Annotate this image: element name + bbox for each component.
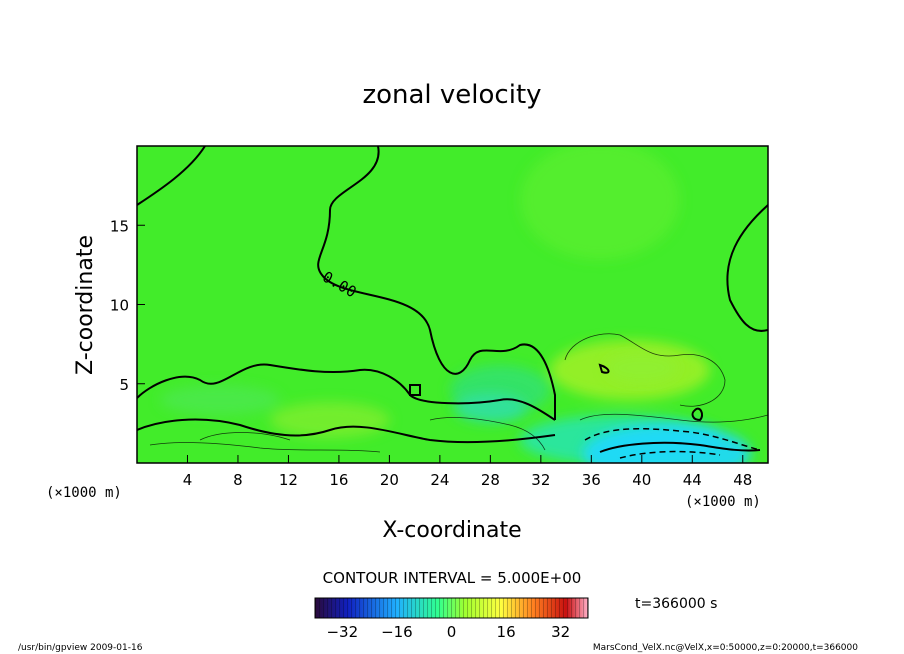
colorbar-tick-label: −16 <box>381 623 413 641</box>
x-tick-label: 40 <box>632 471 651 489</box>
negative-contours <box>584 428 761 459</box>
colorbar: −32 −16 0 16 32 <box>314 597 589 641</box>
x-axis: 4 8 12 16 20 24 28 32 36 40 44 48 <box>183 455 752 489</box>
plot-area: 0.00 <box>137 146 768 463</box>
x-tick-label: 32 <box>531 471 550 489</box>
y-tick-label: 15 <box>110 217 129 235</box>
footer-left: /usr/bin/gpview 2009-01-16 <box>18 643 143 653</box>
thin-contours <box>149 333 768 453</box>
x-units-right: (×1000 m) <box>685 494 761 510</box>
x-tick-label: 44 <box>683 471 702 489</box>
x-tick-label: 48 <box>733 471 752 489</box>
y-axis: 5 10 15 <box>110 217 145 394</box>
x-axis-label: X-coordinate <box>382 518 521 543</box>
field-feature <box>605 353 678 383</box>
x-units-left: (×1000 m) <box>46 485 122 501</box>
x-tick-label: 12 <box>279 471 298 489</box>
x-tick-label: 4 <box>183 471 193 489</box>
colorbar-tick-label: 32 <box>551 623 570 641</box>
y-axis-label: Z-coordinate <box>73 235 98 375</box>
time-label: t=366000 s <box>635 596 717 612</box>
x-tick-label: 20 <box>380 471 399 489</box>
x-tick-label: 8 <box>233 471 243 489</box>
x-tick-label: 36 <box>582 471 601 489</box>
field-feature <box>583 424 752 463</box>
chart-title: zonal velocity <box>362 80 541 110</box>
footer-right: MarsCond_VelX.nc@VelX,x=0:50000,z=0:2000… <box>593 643 858 653</box>
colorbar-tick-label: −32 <box>326 623 358 641</box>
y-tick-label: 10 <box>110 297 129 315</box>
contour-interval: CONTOUR INTERVAL = 5.000E+00 <box>323 569 582 587</box>
x-tick-label: 16 <box>329 471 348 489</box>
colorbar-tick-label: 0 <box>447 623 457 641</box>
colorbar-tick-label: 16 <box>497 623 516 641</box>
zero-contours <box>137 146 768 453</box>
x-tick-label: 28 <box>481 471 500 489</box>
y-tick-label: 5 <box>119 376 129 394</box>
x-tick-label: 24 <box>430 471 449 489</box>
